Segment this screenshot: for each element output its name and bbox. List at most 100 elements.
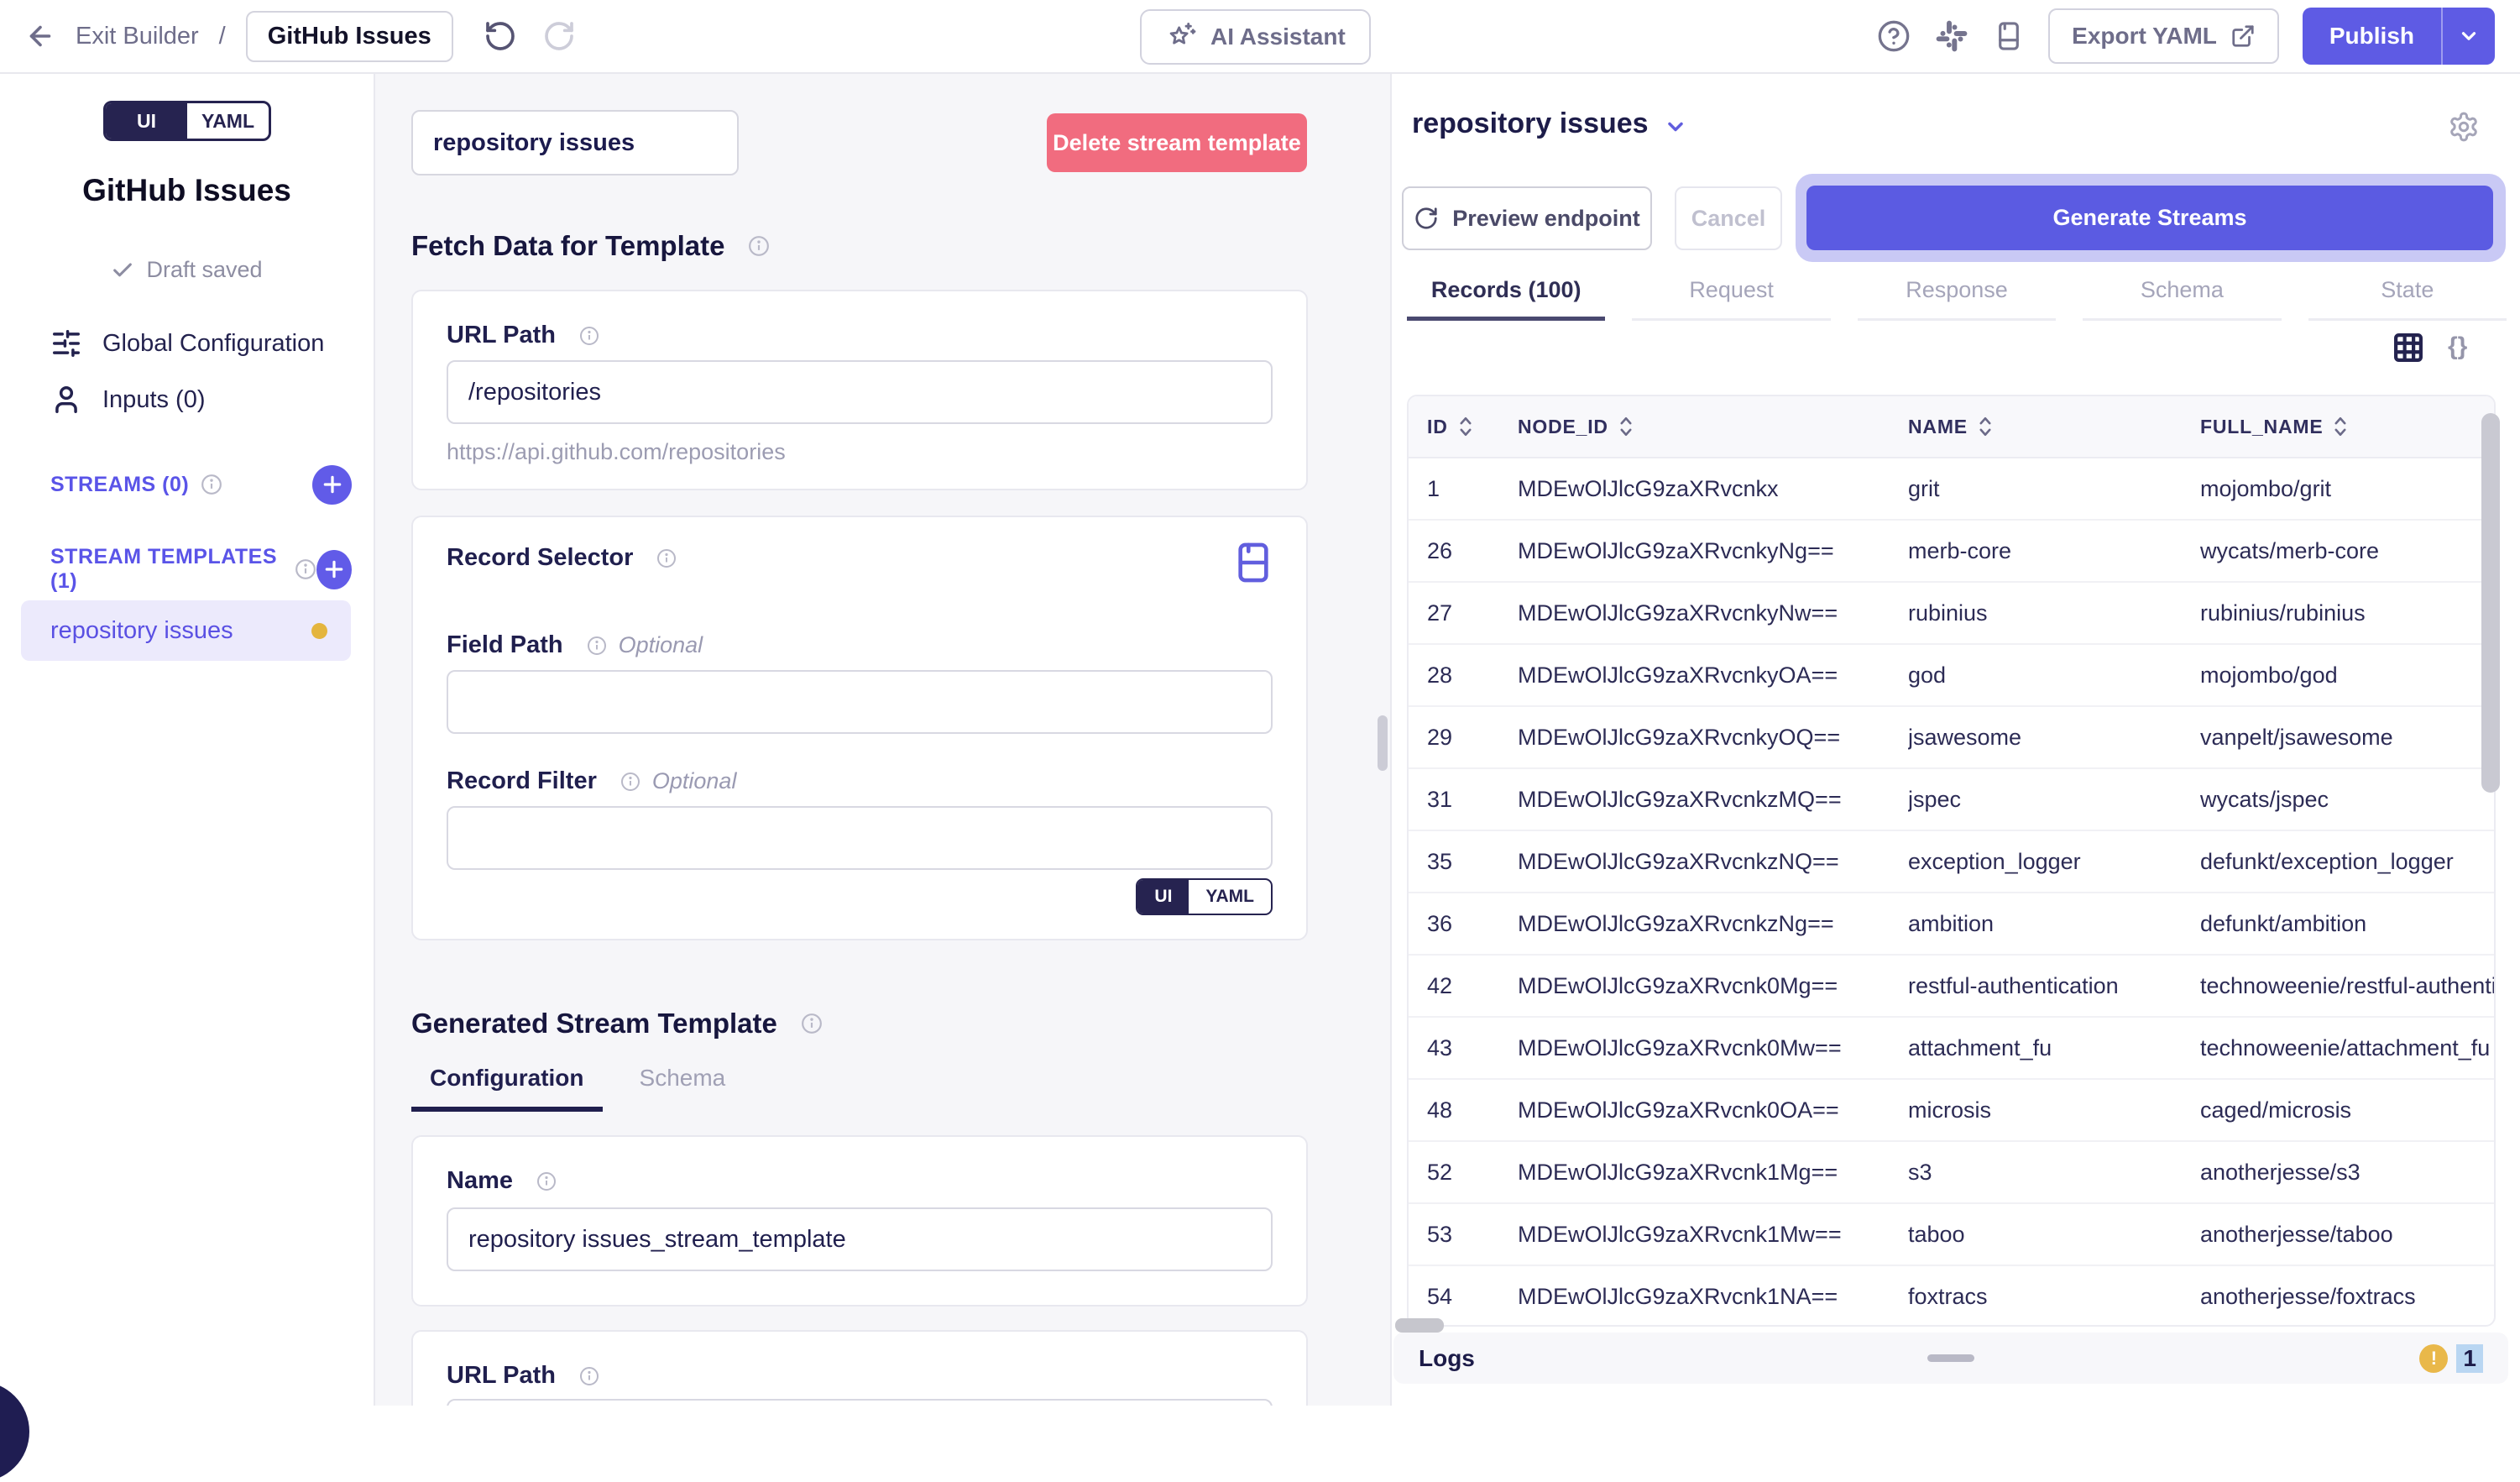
info-icon[interactable] [656,548,677,568]
tab-state[interactable]: State [2308,277,2507,321]
redo-icon[interactable] [542,19,576,53]
info-icon[interactable] [801,1013,823,1034]
info-icon[interactable] [201,474,222,495]
tab-response[interactable]: Response [1857,277,2057,321]
builder-scrollbar-thumb[interactable] [1378,715,1388,771]
column-header-name[interactable]: NAME [1908,416,2200,438]
record-selector-card: Record Selector Field Path Optional Reco… [411,516,1308,940]
docs-icon[interactable] [1993,20,2025,52]
url-path-2-input[interactable] [447,1399,1273,1406]
sparkle-star-icon [1165,21,1197,53]
info-icon[interactable] [579,1366,599,1386]
logs-drag-handle[interactable] [1927,1354,1974,1362]
cell-full-name: wycats/jspec [2200,786,2329,812]
cell-full-name: anotherjesse/foxtracs [2200,1283,2416,1309]
stream-template-name-input[interactable] [447,1207,1273,1271]
table-row[interactable]: 35 MDEwOlJlcG9zaXRvcnkzNQ== exception_lo… [1409,831,2494,893]
help-icon[interactable] [1877,19,1911,53]
info-icon[interactable] [587,636,607,656]
cell-node-id: MDEwOlJlcG9zaXRvcnk0Mg== [1518,972,1838,998]
cell-node-id: MDEwOlJlcG9zaXRvcnk1Mw== [1518,1221,1842,1247]
export-yaml-button[interactable]: Export YAML [2048,8,2279,64]
sort-icon [1458,416,1473,437]
unsaved-changes-dot [311,622,327,639]
sort-icon [1618,416,1634,437]
tab-schema[interactable]: Schema [2083,277,2282,321]
field-path-input[interactable] [447,670,1273,734]
table-view-icon[interactable] [2391,330,2426,365]
chevron-down-icon [1664,115,1687,139]
info-icon[interactable] [536,1171,557,1191]
tab-records[interactable]: Records (100) [1407,277,1606,321]
cell-name: exception_logger [1908,848,2081,874]
table-row[interactable]: 29 MDEwOlJlcG9zaXRvcnkyOQ== jsawesome va… [1409,707,2494,769]
connector-name-field[interactable]: GitHub Issues [245,10,453,62]
cell-id: 28 [1427,662,1453,688]
info-icon[interactable] [620,772,640,792]
table-row[interactable]: 43 MDEwOlJlcG9zaXRvcnk0Mw== attachment_f… [1409,1018,2494,1080]
table-row[interactable]: 53 MDEwOlJlcG9zaXRvcnk1Mw== taboo anothe… [1409,1204,2494,1266]
toggle-ui-option[interactable]: UI [106,103,187,139]
publish-button[interactable]: Publish [2303,8,2441,65]
column-header-node-id[interactable]: NODE_ID [1518,416,1908,438]
tab-configuration[interactable]: Configuration [411,1060,603,1112]
stream-selector[interactable]: repository issues [1412,107,1687,140]
cell-id: 27 [1427,600,1453,626]
table-horizontal-scrollbar-thumb[interactable] [1395,1318,1444,1333]
table-row[interactable]: 54 MDEwOlJlcG9zaXRvcnk1NA== foxtracs ano… [1409,1266,2494,1325]
cell-id: 35 [1427,848,1453,874]
preview-endpoint-label: Preview endpoint [1452,205,1640,231]
cell-node-id: MDEwOlJlcG9zaXRvcnkyOA== [1518,662,1838,688]
cell-node-id: MDEwOlJlcG9zaXRvcnkx [1518,475,1779,501]
sidebar-item-global-configuration[interactable]: Global Configuration [0,316,374,371]
toggle-ui-option[interactable]: UI [1137,880,1189,914]
column-header-id[interactable]: ID [1409,416,1518,438]
back-arrow-icon[interactable] [25,21,55,51]
toggle-yaml-option[interactable]: YAML [201,109,255,132]
table-row[interactable]: 52 MDEwOlJlcG9zaXRvcnk1Mg== s3 anotherje… [1409,1142,2494,1204]
table-row[interactable]: 42 MDEwOlJlcG9zaXRvcnk0Mg== restful-auth… [1409,956,2494,1018]
table-vertical-scrollbar-thumb[interactable] [2481,413,2500,793]
cell-name: god [1908,662,1947,688]
undo-icon[interactable] [484,19,517,53]
cell-name: rubinius [1908,600,1988,626]
preview-endpoint-button[interactable]: Preview endpoint [1402,186,1652,250]
logs-bar[interactable]: Logs ! 1 [1393,1333,2508,1384]
tab-schema[interactable]: Schema [639,1065,726,1091]
table-row[interactable]: 26 MDEwOlJlcG9zaXRvcnkyNg== merb-core wy… [1409,521,2494,583]
info-icon[interactable] [295,558,316,580]
streams-section-header: STREAMS (0) [0,459,374,510]
table-row[interactable]: 28 MDEwOlJlcG9zaXRvcnkyOA== god mojombo/… [1409,645,2494,707]
table-row[interactable]: 48 MDEwOlJlcG9zaXRvcnk0OA== microsis cag… [1409,1080,2494,1142]
cell-name: foxtracs [1908,1283,1988,1309]
cell-full-name: rubinius/rubinius [2200,600,2366,626]
url-path-input[interactable] [447,360,1273,424]
table-row[interactable]: 31 MDEwOlJlcG9zaXRvcnkzMQ== jspec wycats… [1409,769,2494,831]
info-icon[interactable] [748,235,770,257]
table-row[interactable]: 1 MDEwOlJlcG9zaXRvcnkx grit mojombo/grit [1409,458,2494,521]
delete-stream-template-button[interactable]: Delete stream template [1047,113,1307,172]
info-icon[interactable] [579,326,599,346]
cell-node-id: MDEwOlJlcG9zaXRvcnkzMQ== [1518,786,1842,812]
toggle-yaml-option[interactable]: YAML [1205,887,1254,906]
add-stream-template-button[interactable] [316,549,352,589]
cancel-button[interactable]: Cancel [1675,186,1782,250]
slack-icon[interactable] [1934,18,1969,54]
exit-builder-link[interactable]: Exit Builder [76,22,199,50]
table-row[interactable]: 27 MDEwOlJlcG9zaXRvcnkyNw== rubinius rub… [1409,583,2494,645]
gear-icon[interactable] [2448,111,2480,143]
publish-dropdown-button[interactable] [2441,8,2495,65]
preview-panel: repository issues Preview endpoint Cance… [1393,74,2520,1406]
docs-reference-icon[interactable] [1234,541,1273,584]
add-stream-button[interactable] [312,464,352,505]
tab-request[interactable]: Request [1632,277,1831,321]
record-filter-input[interactable] [447,806,1273,870]
template-name-input[interactable] [411,110,739,175]
table-row[interactable]: 36 MDEwOlJlcG9zaXRvcnkzNg== ambition def… [1409,893,2494,956]
json-view-icon[interactable]: {} [2448,333,2468,360]
generate-streams-button[interactable]: Generate Streams [1806,186,2493,250]
sidebar-item-inputs[interactable]: Inputs (0) [0,372,374,427]
column-header-full-name[interactable]: FULL_NAME [2200,416,2494,438]
sidebar-item-repository-issues[interactable]: repository issues [21,600,351,661]
ai-assistant-button[interactable]: AI Assistant [1140,9,1371,65]
